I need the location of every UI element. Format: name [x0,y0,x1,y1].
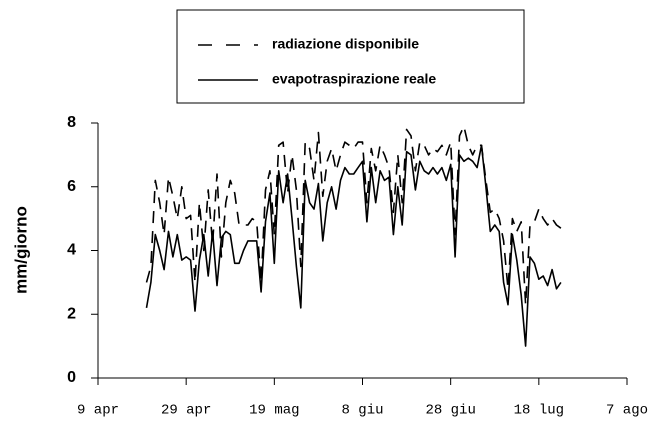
x-tick-label: 7 ago [606,403,648,419]
legend-box [176,9,525,104]
y-tick-label: 6 [67,178,76,195]
legend-label: radiazione disponibile [272,36,419,52]
x-tick-label: 8 giu [341,403,383,419]
x-tick-label: 9 apr [77,403,119,419]
y-tick-label: 0 [67,369,76,386]
legend-label: evapotraspirazione reale [272,71,436,87]
y-tick-label: 2 [67,305,76,322]
x-tick-label: 29 apr [161,403,211,419]
series-line [145,144,562,347]
x-tick-label: 18 lug [514,403,564,419]
x-tick-label: 28 giu [425,403,475,419]
y-tick-label: 4 [67,242,76,259]
x-tick-label: 19 mag [249,403,299,419]
y-tick-label: 8 [67,114,76,131]
y-axis-label: mm/giorno [11,206,30,294]
series-line [145,125,562,306]
